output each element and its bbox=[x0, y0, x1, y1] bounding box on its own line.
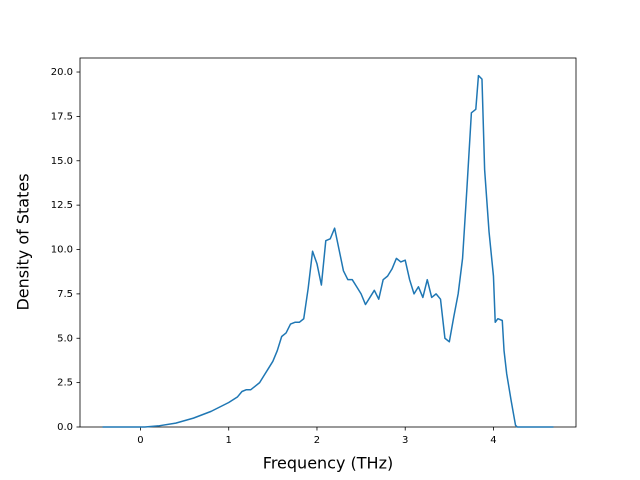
y-tick-label: 17.5 bbox=[51, 111, 73, 122]
y-tick-label: 20.0 bbox=[51, 67, 73, 78]
y-tick-label: 7.5 bbox=[57, 289, 73, 300]
y-tick-label: 10.0 bbox=[51, 245, 73, 256]
y-tick-label: 0.0 bbox=[57, 422, 73, 433]
y-tick-label: 5.0 bbox=[57, 333, 73, 344]
x-tick-label: 4 bbox=[490, 435, 496, 446]
y-tick-label: 15.0 bbox=[51, 156, 73, 167]
x-tick-label: 3 bbox=[402, 435, 408, 446]
line-series bbox=[102, 74, 554, 428]
y-axis-label: Density of States bbox=[14, 173, 33, 310]
x-tick-label: 2 bbox=[314, 435, 320, 446]
y-tick-label: 12.5 bbox=[51, 200, 73, 211]
x-tick-label: 0 bbox=[137, 435, 143, 446]
x-axis-label: Frequency (THz) bbox=[263, 454, 393, 473]
x-tick-label: 1 bbox=[226, 435, 232, 446]
y-tick-label: 2.5 bbox=[57, 378, 73, 389]
plot-frame bbox=[79, 57, 577, 428]
